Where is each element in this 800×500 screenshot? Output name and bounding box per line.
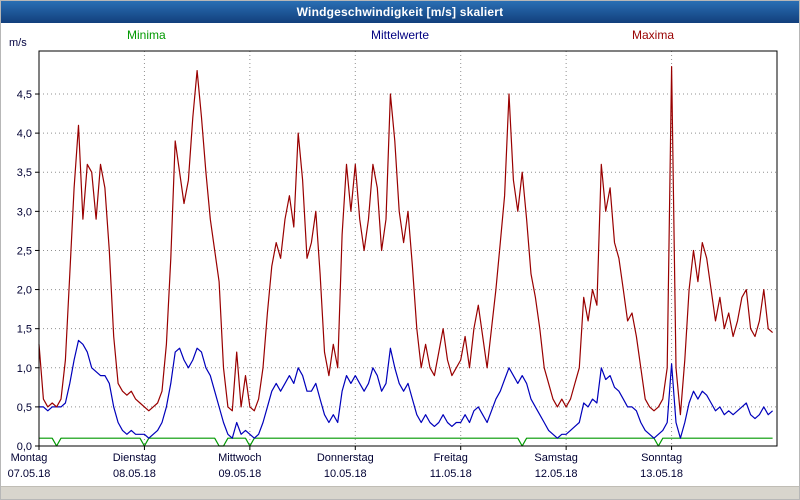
svg-text:08.05.18: 08.05.18: [113, 468, 156, 480]
window-footer-strip: [1, 486, 799, 499]
svg-text:2,5: 2,5: [17, 245, 32, 257]
svg-text:1,5: 1,5: [17, 324, 32, 336]
svg-text:07.05.18: 07.05.18: [8, 468, 51, 480]
svg-text:09.05.18: 09.05.18: [218, 468, 261, 480]
svg-text:4,5: 4,5: [17, 89, 32, 101]
chart-area: Minima Mittelwerte Maxima m/s 0,0 0,5 1,0 1…: [1, 23, 799, 487]
legend-mittelwerte: Mittelwerte: [370, 28, 430, 42]
svg-text:Dienstag: Dienstag: [113, 452, 156, 464]
svg-text:10.05.18: 10.05.18: [324, 468, 367, 480]
svg-text:Mittwoch: Mittwoch: [218, 452, 261, 464]
svg-text:Sonntag: Sonntag: [641, 452, 682, 464]
svg-text:0,5: 0,5: [17, 402, 32, 414]
svg-text:0,0: 0,0: [17, 441, 32, 453]
svg-text:Donnerstag: Donnerstag: [317, 452, 374, 464]
svg-text:3,0: 3,0: [17, 206, 32, 218]
svg-text:Samstag: Samstag: [534, 452, 577, 464]
svg-text:1,0: 1,0: [17, 363, 32, 375]
svg-text:12.05.18: 12.05.18: [535, 468, 578, 480]
legend-maxima: Maxima: [632, 28, 675, 42]
svg-text:3,5: 3,5: [17, 167, 32, 179]
title-bar: Windgeschwindigkeit [m/s] skaliert: [1, 1, 799, 23]
svg-text:2,0: 2,0: [17, 285, 32, 297]
wind-speed-plot: 0,0 0,5 1,0 1,5 2,0 2,5 3,0 3,5 4,0 4,5 Montag 07.0…: [8, 50, 778, 480]
svg-text:13.05.18: 13.05.18: [640, 468, 683, 480]
svg-text:Montag: Montag: [11, 452, 48, 464]
svg-text:Freitag: Freitag: [434, 452, 468, 464]
svg-text:4,0: 4,0: [17, 128, 32, 140]
page-title: Windgeschwindigkeit [m/s] skaliert: [296, 5, 504, 19]
svg-text:11.05.18: 11.05.18: [430, 468, 472, 480]
y-axis-unit-label: m/s: [9, 37, 27, 49]
legend-minima: Minima: [127, 28, 166, 42]
